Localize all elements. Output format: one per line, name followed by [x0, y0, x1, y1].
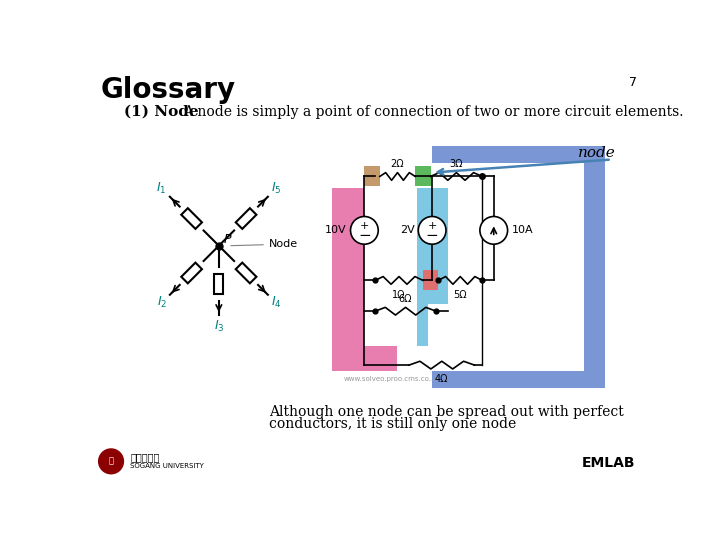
Text: 2Ω: 2Ω	[391, 159, 405, 168]
Text: A node is simply a point of connection of two or more circuit elements.: A node is simply a point of connection o…	[183, 105, 683, 119]
Text: EMLAB: EMLAB	[582, 456, 636, 470]
Text: 10A: 10A	[511, 225, 533, 235]
Text: Glossary: Glossary	[101, 76, 236, 104]
Text: $P$: $P$	[223, 233, 233, 246]
Text: SOGANG UNIVERSITY: SOGANG UNIVERSITY	[130, 463, 204, 469]
Bar	[415, 166, 431, 186]
Text: Node: Node	[231, 239, 298, 249]
Polygon shape	[432, 146, 606, 388]
Text: (1) Node: (1) Node	[124, 105, 199, 119]
Text: 1Ω: 1Ω	[392, 291, 406, 300]
Text: $I_4$: $I_4$	[271, 295, 282, 310]
Text: 서강대학교: 서강대학교	[130, 452, 160, 462]
Text: +: +	[428, 221, 437, 231]
Circle shape	[418, 217, 446, 244]
Text: 서: 서	[109, 457, 114, 466]
Circle shape	[98, 448, 124, 475]
Text: $I_3$: $I_3$	[214, 319, 224, 334]
Text: $I_2$: $I_2$	[156, 295, 167, 310]
Text: $I_1$: $I_1$	[156, 181, 167, 196]
Text: 2V: 2V	[400, 225, 415, 235]
Text: −: −	[358, 228, 371, 243]
Text: 6Ω: 6Ω	[398, 294, 412, 303]
Text: −: −	[426, 228, 438, 243]
Polygon shape	[332, 163, 397, 372]
Text: 10V: 10V	[325, 225, 346, 235]
Text: 3Ω: 3Ω	[449, 159, 463, 168]
Circle shape	[480, 217, 508, 244]
Text: conductors, it is still only one node: conductors, it is still only one node	[269, 417, 516, 431]
Text: 4Ω: 4Ω	[435, 374, 448, 384]
Circle shape	[351, 217, 378, 244]
Text: www.solveo.proo.cms.co...: www.solveo.proo.cms.co...	[343, 376, 436, 382]
Text: 5Ω: 5Ω	[453, 291, 467, 300]
Text: node: node	[577, 146, 616, 160]
Text: +: +	[360, 221, 369, 231]
Bar	[423, 271, 438, 291]
Text: 7: 7	[629, 76, 637, 89]
Bar	[364, 166, 379, 186]
Text: Although one node can be spread out with perfect: Although one node can be spread out with…	[269, 405, 624, 419]
Polygon shape	[417, 163, 448, 346]
Text: $I_5$: $I_5$	[271, 181, 282, 196]
